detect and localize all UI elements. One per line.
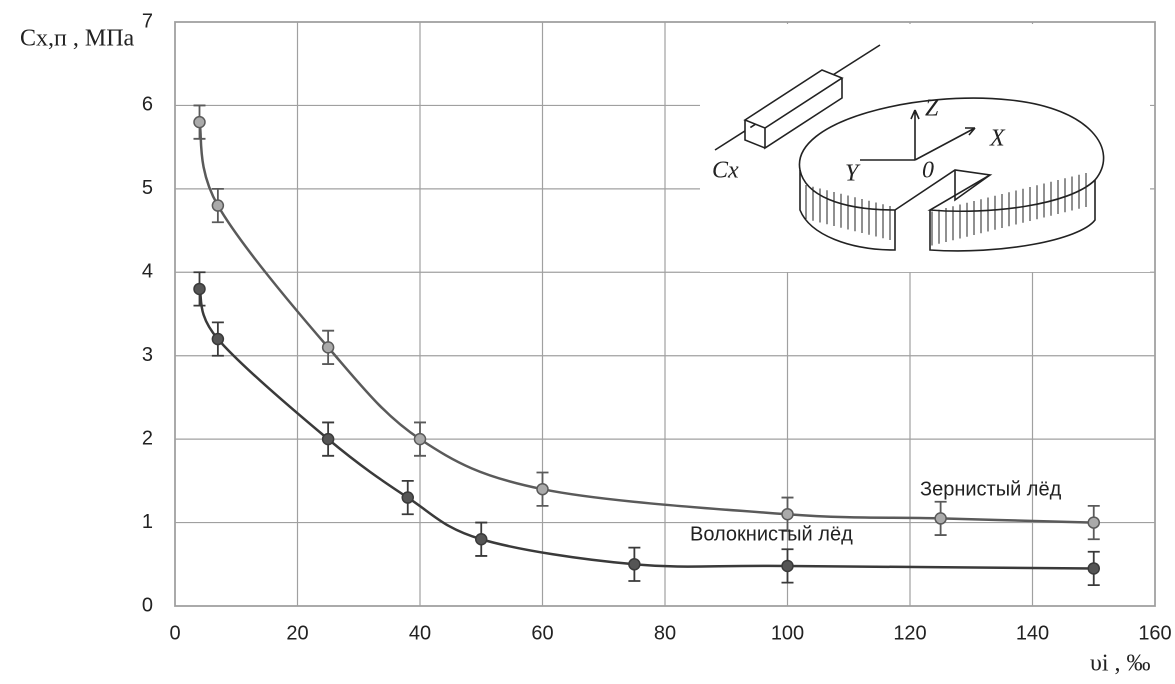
- data-point: [934, 512, 947, 525]
- data-point: [1087, 516, 1100, 529]
- data-point: [781, 559, 794, 573]
- x-tick-label: 100: [771, 622, 804, 644]
- data-point: [1087, 562, 1100, 575]
- inset-label: Z: [925, 96, 939, 122]
- y-axis-label: Cх,п , МПа: [20, 26, 135, 52]
- inset-label: X: [989, 126, 1006, 152]
- y-tick-label: 1: [142, 511, 153, 533]
- data-point: [193, 282, 206, 296]
- inset-label: 0: [922, 158, 934, 184]
- data-point: [211, 199, 225, 212]
- y-tick-label: 3: [142, 344, 153, 366]
- data-point: [321, 341, 335, 354]
- data-point: [211, 332, 225, 346]
- data-point: [628, 558, 641, 571]
- x-tick-label: 60: [531, 622, 553, 644]
- x-tick-label: 0: [169, 622, 180, 644]
- y-tick-label: 0: [142, 594, 153, 616]
- x-tick-label: 40: [409, 622, 431, 644]
- inset: [700, 24, 1150, 272]
- data-point: [536, 482, 549, 496]
- inset-sample: [743, 69, 844, 150]
- y-tick-label: 5: [142, 177, 153, 199]
- inset-label: Y: [845, 161, 861, 187]
- x-tick-label: 80: [654, 622, 676, 644]
- series-label: Волокнистый лёд: [690, 523, 853, 545]
- inset-disk-side: [799, 170, 1096, 252]
- data-point: [781, 507, 794, 521]
- inset-label: Cx: [712, 158, 739, 184]
- data-point: [475, 533, 488, 546]
- y-tick-label: 7: [142, 10, 153, 32]
- series-label: Зернистый лёд: [920, 478, 1062, 500]
- y-tick-label: 6: [142, 94, 153, 116]
- y-tick-label: 4: [142, 261, 153, 283]
- data-point: [321, 432, 335, 446]
- inset-axes: [860, 109, 976, 161]
- data-point: [193, 115, 206, 129]
- x-tick-label: 120: [893, 622, 926, 644]
- y-tick-label: 2: [142, 427, 153, 449]
- data-point: [413, 432, 427, 446]
- series-line: [198, 121, 1094, 524]
- x-tick-label: 20: [286, 622, 308, 644]
- x-tick-label: 140: [1016, 622, 1049, 644]
- x-axis-label: υi , ‰: [1090, 651, 1151, 677]
- data-point: [401, 491, 414, 504]
- inset-hatch: [805, 173, 1087, 246]
- x-tick-label: 160: [1138, 622, 1171, 644]
